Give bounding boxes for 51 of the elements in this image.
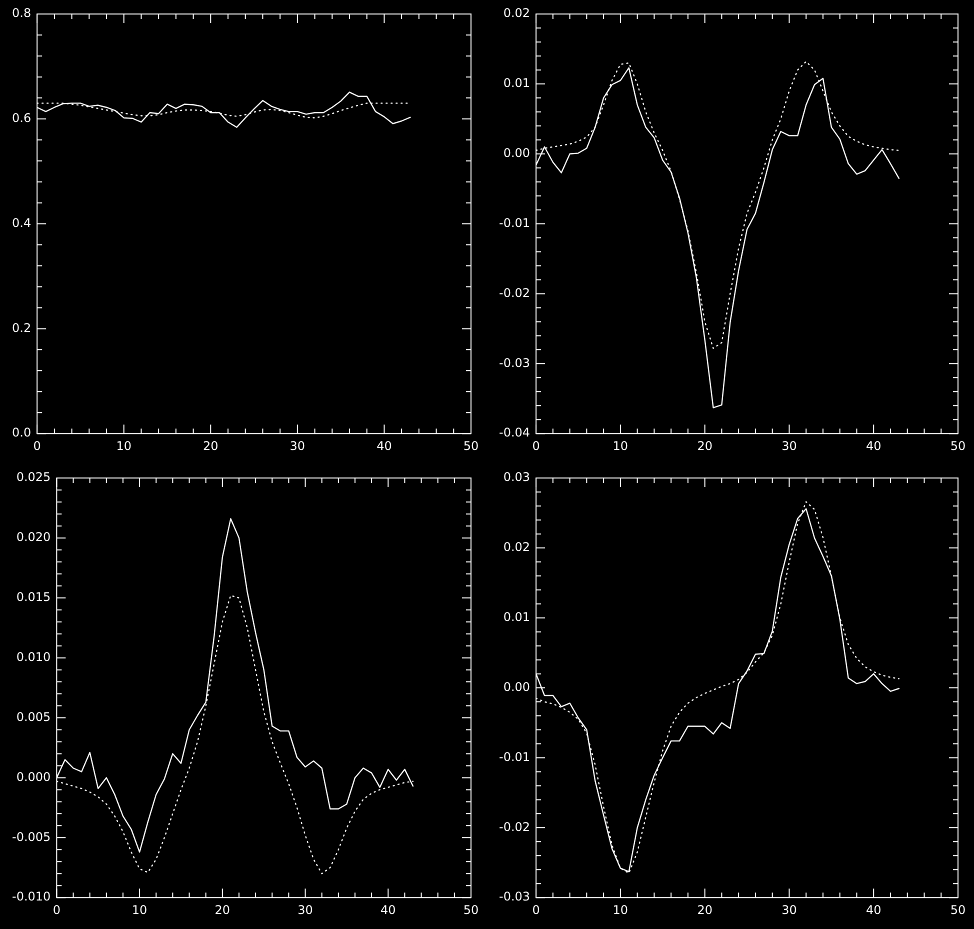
y-tick-label: 0.4 — [12, 216, 32, 230]
x-tick-label: 10 — [612, 438, 628, 453]
x-tick-label: 30 — [782, 438, 797, 453]
x-tick-label: 20 — [203, 438, 218, 453]
x-tick-label: 40 — [866, 902, 882, 917]
y-tick-label: -0.03 — [498, 890, 530, 904]
x-tick-label: 50 — [950, 438, 966, 453]
y-tick-label: -0.02 — [498, 286, 530, 300]
x-tick-label: 10 — [116, 438, 132, 453]
x-tick-label: 40 — [866, 438, 882, 453]
y-tick-label: -0.005 — [12, 830, 51, 844]
y-tick-label: 0.8 — [12, 6, 32, 20]
x-tick-label: 30 — [298, 902, 313, 917]
y-tick-label: -0.010 — [12, 890, 51, 904]
x-tick-label: 50 — [463, 902, 479, 917]
y-tick-label: 0.00 — [503, 680, 530, 694]
x-tick-label: 20 — [214, 902, 230, 917]
y-tick-label: 0.2 — [12, 320, 32, 335]
x-tick-label: 40 — [380, 902, 396, 917]
x-tick-label: 20 — [697, 438, 712, 453]
y-tick-label: 0.02 — [503, 540, 530, 554]
x-tick-label: 0 — [52, 902, 61, 917]
x-tick-label: 0 — [532, 902, 540, 917]
y-tick-label: -0.02 — [498, 820, 530, 834]
y-tick-label: -0.01 — [498, 750, 530, 764]
x-tick-label: 50 — [463, 438, 479, 453]
x-tick-label: 20 — [697, 902, 712, 917]
y-tick-label: -0.04 — [498, 426, 530, 440]
x-tick-label: 30 — [290, 438, 306, 453]
x-tick-label: 0 — [532, 438, 540, 453]
y-tick-label: 0.02 — [503, 6, 530, 20]
x-tick-label: 10 — [612, 902, 628, 917]
y-tick-label: 0.01 — [503, 76, 530, 90]
y-tick-label: 0.01 — [503, 610, 530, 624]
y-tick-label: 0.020 — [16, 530, 51, 544]
x-tick-label: 40 — [376, 438, 392, 453]
y-tick-label: 0.005 — [16, 710, 51, 724]
y-tick-label: -0.01 — [498, 216, 530, 230]
y-tick-label: -0.03 — [498, 356, 530, 370]
x-tick-label: 10 — [132, 902, 148, 917]
y-tick-label: 0.03 — [503, 470, 530, 484]
y-tick-label: 0.6 — [12, 111, 32, 126]
x-tick-label: 50 — [950, 902, 966, 917]
y-tick-label: 0.0 — [12, 426, 32, 440]
y-tick-label: 0.00 — [503, 146, 530, 160]
x-tick-label: 0 — [33, 438, 41, 453]
y-tick-label: 0.010 — [16, 650, 51, 664]
x-tick-label: 30 — [782, 902, 797, 917]
y-tick-label: 0.000 — [16, 770, 51, 784]
y-tick-label: 0.015 — [16, 590, 51, 604]
y-tick-label: 0.025 — [16, 470, 51, 484]
